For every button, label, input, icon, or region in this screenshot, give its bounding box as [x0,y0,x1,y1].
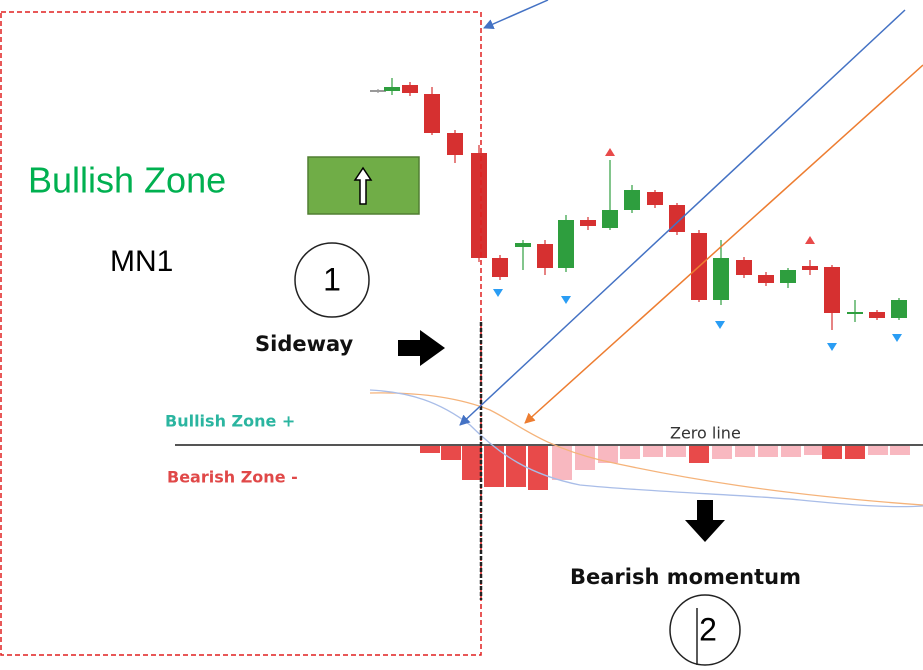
histogram-bar [598,445,618,463]
down-marker [715,321,725,329]
histogram-bar [420,445,440,453]
candle [758,275,774,283]
candle [370,90,386,92]
histogram-bar [528,445,548,490]
bullish-zone-label: Bullish Zone [28,160,226,201]
candle [802,266,818,270]
candle [492,258,508,277]
histogram-bar [712,445,732,459]
histogram-bar [758,445,778,457]
zone-box [0,11,482,656]
up-marker [805,236,815,244]
blue-line [369,389,923,508]
candle [891,300,907,318]
down-marker [892,334,902,342]
arrow [483,0,549,30]
histogram-bar [868,445,888,455]
up-marker [605,148,615,156]
histogram-bar [666,445,686,457]
candle [558,220,574,268]
candle [602,210,618,228]
right-arrow [398,330,445,366]
candle [580,220,596,226]
candle [869,312,885,318]
histogram-bar [462,445,482,480]
candle [736,260,752,275]
candle [515,243,531,247]
candle [471,153,487,258]
histogram [420,445,910,490]
bullish-zone-plus: Bullish Zone + [165,412,295,431]
histogram-bar [822,445,842,459]
timeframe-label: MN1 [110,245,173,278]
histogram-bar [643,445,663,457]
down-marker [827,343,837,351]
bearish-zone-minus: Bearish Zone - [167,468,298,487]
candle [537,244,553,268]
down-marker [493,289,503,297]
histogram-bar [735,445,755,457]
candle [847,312,863,314]
candle [424,94,440,133]
candle [624,190,640,210]
histogram-bar [845,445,865,459]
candle [384,87,400,91]
step-circle [294,242,370,318]
histogram-bar [689,445,709,463]
signal-markers [493,148,902,351]
histogram-bar [575,445,595,470]
histogram-bar [890,445,910,455]
candle [824,267,840,313]
sideway-label: Sideway [255,332,354,356]
step-number: 1 [323,261,341,297]
histogram-bar [552,445,572,480]
candlesticks [370,78,907,330]
candle [402,85,418,93]
orange-line [369,392,923,506]
arrow [524,64,923,424]
histogram-bar [506,445,526,487]
up-arrow-icon [353,166,373,205]
histogram-bar [804,445,824,455]
arrow [459,9,906,426]
histogram-bar [441,445,461,460]
candle [780,270,796,283]
candle [447,133,463,155]
candle [669,205,685,232]
bearish-momentum-label: Bearish momentum [570,565,801,589]
down-marker [561,296,571,304]
down-arrow [685,500,725,542]
zero-line-label: Zero line [670,424,741,443]
step-number: 2 [699,611,717,647]
histogram-bar [484,445,504,487]
step-circle [669,594,741,666]
candle [713,258,729,300]
candle [647,192,663,205]
histogram-bar [620,445,640,459]
histogram-bar [781,445,801,457]
